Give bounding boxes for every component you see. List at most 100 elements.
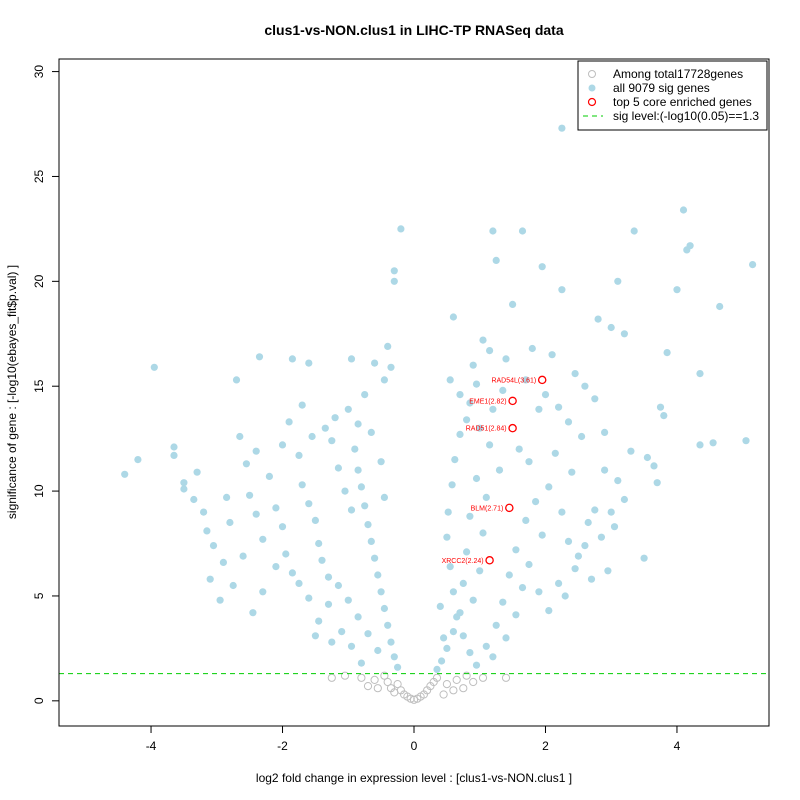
sig-gene-point: [134, 456, 142, 464]
sig-gene-point: [347, 506, 356, 514]
sig-gene-point: [364, 521, 372, 529]
sig-gene-point: [614, 277, 622, 285]
sig-gene-point: [344, 596, 352, 604]
sig-gene-point: [371, 554, 379, 562]
sig-gene-point: [571, 370, 579, 378]
sig-gene-point: [252, 447, 260, 455]
sig-gene-point: [630, 227, 638, 235]
top-gene-label: RAD51(2.84): [466, 426, 507, 433]
sig-gene-point: [551, 449, 559, 457]
legend-box: [577, 60, 768, 131]
sig-gene-point: [443, 644, 451, 653]
sig-gene-point: [709, 439, 717, 447]
sig-gene-point: [380, 493, 388, 501]
sig-gene-point: [528, 344, 536, 353]
sig-gene-point: [466, 399, 474, 407]
x-tick-label: -2: [277, 739, 288, 753]
legend-label-sig-level: sig level:(-log10(0.05)==1.3: [613, 109, 759, 123]
sig-gene-point: [331, 414, 339, 422]
sig-gene-point: [305, 500, 313, 508]
sig-gene-point: [387, 638, 395, 646]
sig-gene-point: [374, 646, 382, 655]
sig-gene-point: [578, 432, 586, 441]
sig-gene-point: [298, 401, 306, 409]
sig-gene-point: [219, 558, 227, 567]
sig-gene-point: [371, 359, 379, 367]
sig-gene-point: [288, 355, 296, 363]
sig-gene-point: [361, 391, 369, 399]
sig-gene-point: [696, 370, 704, 378]
sig-gene-point: [558, 124, 566, 132]
sig-gene-point: [650, 462, 658, 470]
sig-gene-point: [315, 539, 323, 548]
sig-gene-point: [334, 464, 342, 472]
sig-gene-point: [472, 474, 481, 483]
sig-gene-point: [200, 508, 208, 516]
sig-gene-point: [607, 508, 615, 516]
nonsig-gene-point: [501, 673, 511, 682]
sig-gene-point: [180, 479, 188, 487]
sig-gene-point: [564, 537, 573, 546]
sig-gene-point: [226, 518, 234, 527]
sig-gene-point: [364, 630, 372, 638]
sig-gene-point: [341, 487, 349, 495]
y-tick-label: 20: [32, 274, 46, 288]
axes-layer: -4 -2 0 2 4 0 5 10 15 20 25 30: [32, 65, 681, 753]
sig-gene-point: [749, 261, 757, 269]
sig-gene-point: [459, 632, 467, 640]
sig-gene-point: [446, 376, 454, 384]
sig-gene-point: [374, 571, 382, 579]
sig-gene-point: [535, 405, 543, 413]
sig-gene-point: [495, 466, 504, 474]
sig-gene-point: [518, 584, 527, 592]
sig-gene-point: [436, 602, 444, 611]
sig-gene-point: [377, 588, 385, 596]
nonsig-gene-point: [357, 673, 366, 682]
sig-gene-point: [535, 588, 543, 596]
sig-gene-point: [351, 445, 359, 453]
y-tick-label: 10: [32, 484, 46, 498]
sig-gene-point: [193, 468, 201, 476]
sig-gene-point: [180, 485, 188, 493]
legend-label-top: top 5 core enriched genes: [613, 95, 752, 109]
sig-gene-point: [601, 428, 609, 436]
sig-gene-point: [456, 430, 464, 438]
points-layer: [121, 124, 757, 704]
sig-gene-point: [223, 493, 231, 501]
nonsig-gene-point: [340, 671, 350, 680]
sig-gene-point: [318, 556, 326, 564]
sig-gene-point: [438, 657, 446, 665]
sig-gene-point: [448, 481, 456, 489]
top-gene-marker: [485, 556, 494, 565]
sig-gene-point: [620, 330, 629, 338]
sig-gene-point: [545, 483, 553, 491]
sig-gene-point: [305, 594, 313, 602]
sig-gene-point: [482, 642, 490, 650]
sig-gene-point: [347, 355, 356, 363]
sig-gene-point: [594, 315, 602, 323]
sig-gene-point: [433, 665, 441, 674]
top-genes-layer: RAD54L(3.61) EME1(2.82) RAD51(2.84) BLM(2.7…: [442, 375, 547, 565]
sig-gene-point: [541, 391, 550, 399]
x-tick-label: 0: [411, 739, 418, 753]
top-gene-marker: [505, 503, 514, 513]
chart-title: clus1-vs-NON.clus1 in LIHC-TP RNASeq dat…: [264, 22, 563, 38]
sig-gene-point: [476, 567, 484, 575]
sig-gene-point: [472, 661, 481, 669]
sig-gene-point: [295, 451, 303, 459]
sig-gene-point: [486, 347, 494, 355]
sig-gene-point: [492, 621, 500, 629]
sig-gene-point: [512, 611, 520, 619]
sig-gene-point: [591, 395, 599, 403]
sig-gene-point: [239, 552, 247, 560]
sig-gene-point: [367, 537, 375, 546]
plot-frame: [58, 58, 770, 727]
sig-gene-point: [236, 432, 244, 441]
sig-gene-point: [449, 313, 457, 321]
sig-gene-point: [232, 376, 241, 384]
sig-gene-point: [387, 363, 395, 371]
sig-gene-point: [502, 355, 510, 363]
sig-gene-point: [311, 516, 319, 525]
sig-gene-point: [449, 588, 457, 596]
